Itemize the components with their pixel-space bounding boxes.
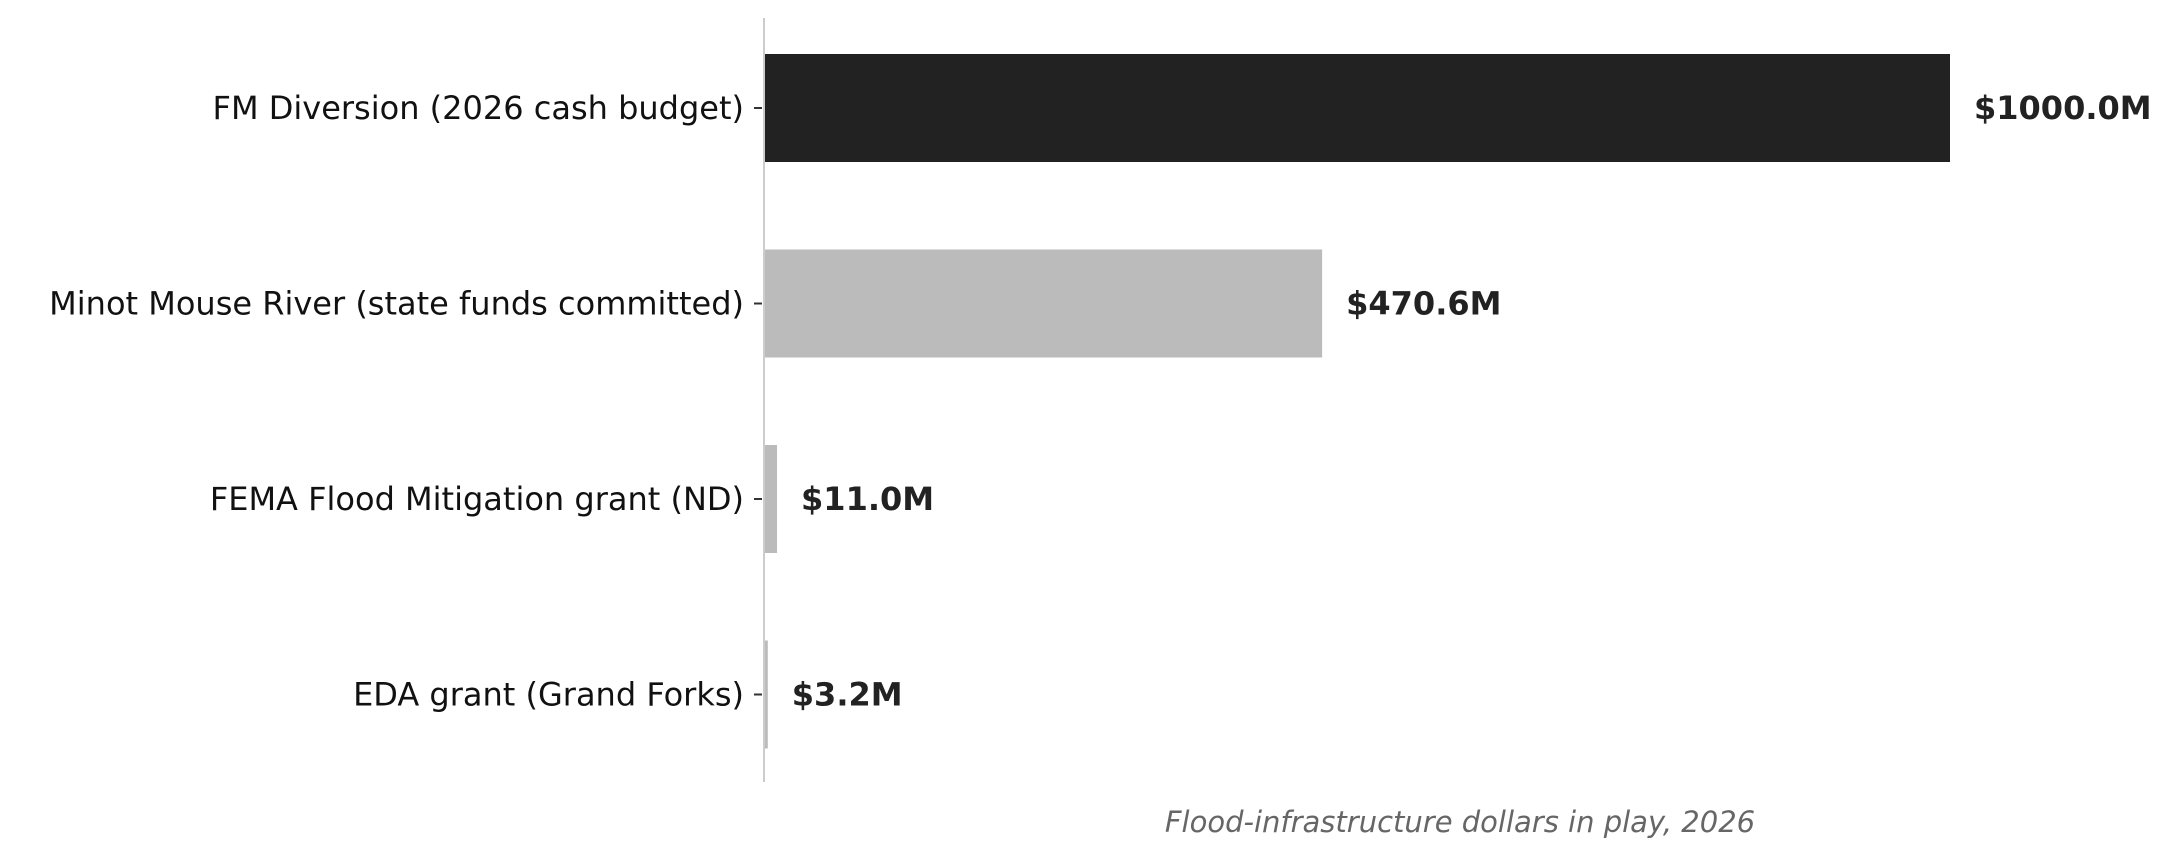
bar-3 bbox=[764, 640, 768, 749]
value-label-1: $470.6M bbox=[1346, 285, 1501, 323]
bars-layer bbox=[764, 54, 1950, 749]
ticks-layer bbox=[754, 107, 762, 696]
category-label-3: EDA grant (Grand Forks) bbox=[353, 676, 744, 714]
value-label-3: $3.2M bbox=[792, 676, 903, 714]
category-label-0: FM Diversion (2026 cash budget) bbox=[213, 89, 744, 127]
bar-1 bbox=[764, 249, 1323, 358]
value-label-0: $1000.0M bbox=[1974, 89, 2152, 127]
bar-2 bbox=[764, 445, 778, 553]
x-axis-label: Flood-infrastructure dollars in play, 20… bbox=[1165, 805, 1755, 839]
category-label-2: FEMA Flood Mitigation grant (ND) bbox=[210, 480, 744, 518]
value-label-2: $11.0M bbox=[801, 480, 934, 518]
labels-layer: FM Diversion (2026 cash budget) $1000.0M M… bbox=[49, 89, 2151, 714]
bar-0 bbox=[764, 54, 1950, 162]
category-label-1: Minot Mouse River (state funds committed… bbox=[49, 285, 744, 323]
